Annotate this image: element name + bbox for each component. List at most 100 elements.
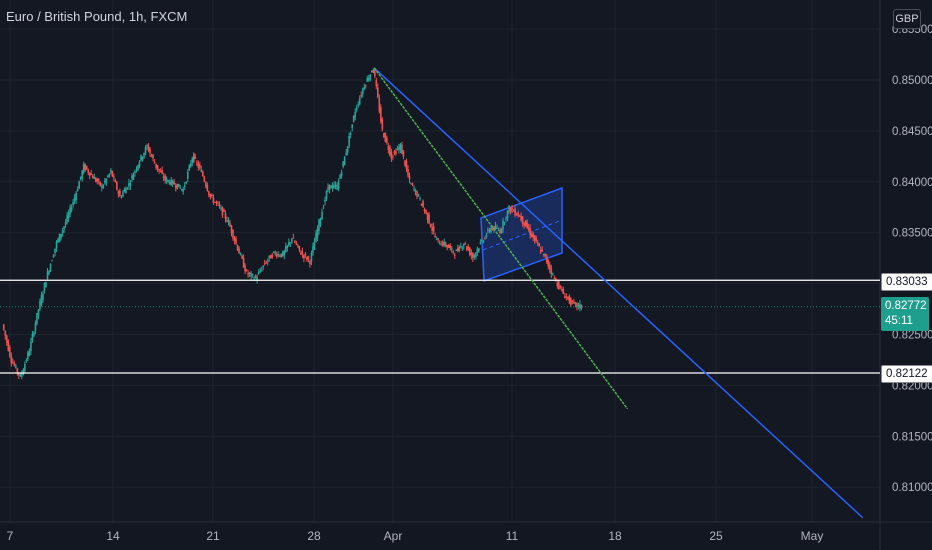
candle-body [517, 212, 519, 216]
y-tick-label: 0.84500 [892, 126, 932, 138]
candle-body [185, 181, 188, 184]
candle-body [135, 169, 138, 171]
candle-body [357, 104, 360, 106]
candle-body [19, 374, 22, 376]
candle-body [459, 246, 462, 248]
candle-body [466, 246, 468, 250]
candle-body [61, 230, 64, 234]
candle-body [538, 243, 541, 247]
candle-body [386, 137, 388, 143]
candle-body [452, 250, 455, 253]
candle-body [306, 257, 308, 261]
candle-body [242, 257, 245, 268]
y-tick-label: 0.85000 [892, 75, 932, 87]
candle-body [410, 183, 412, 185]
candle-body [96, 178, 99, 182]
candle-body [209, 193, 212, 198]
candle-body [131, 175, 133, 179]
currency-badge[interactable]: GBP [893, 9, 921, 29]
candle-body [5, 335, 8, 343]
candle-body [116, 181, 118, 190]
candle-body [422, 200, 424, 208]
candle-body [564, 296, 566, 299]
candle-body [7, 341, 10, 351]
candle-body [383, 133, 385, 138]
candle-body [55, 241, 58, 249]
candle-body [425, 209, 427, 214]
candle-body [69, 206, 71, 214]
candle-body [313, 241, 316, 250]
candle-body [472, 252, 474, 258]
candle-body [72, 201, 74, 205]
candle-body [105, 178, 108, 184]
candle-body [18, 372, 20, 376]
candle-body [358, 98, 361, 105]
candle-body [159, 171, 162, 173]
candle-body [120, 196, 123, 198]
candle-body [76, 189, 79, 192]
candle-body [411, 183, 414, 185]
candle-body [70, 208, 73, 211]
candle-body [535, 237, 537, 241]
candle-body [321, 211, 323, 220]
candle-body [455, 249, 458, 251]
candle-body [432, 226, 435, 232]
candle-body [8, 347, 11, 357]
candle-body [434, 235, 436, 238]
candle-body [361, 89, 364, 95]
candle-body [189, 163, 192, 167]
candle-body [84, 164, 87, 171]
candle-body [30, 341, 32, 352]
candle-body [168, 181, 171, 185]
candle-body [111, 170, 114, 177]
candle-body [141, 156, 144, 161]
candle-body [562, 288, 565, 294]
candle-body [449, 245, 452, 248]
candle-body [532, 234, 534, 238]
candle-body [435, 239, 438, 241]
candle-body [278, 255, 281, 257]
candle-body [303, 254, 305, 259]
candle-body [167, 180, 169, 182]
current-price: 0.82772 [885, 300, 927, 312]
candle-body [431, 227, 433, 231]
candle-body [377, 87, 379, 98]
candle-body [366, 78, 369, 82]
candle-body [337, 180, 340, 190]
price-tag-level2: 0.82122 [881, 365, 932, 383]
candle-body [108, 173, 111, 177]
candle-body [401, 144, 403, 155]
candle-body [491, 227, 494, 230]
candle-body [52, 255, 55, 258]
candle-body [193, 153, 195, 162]
y-tick-label: 0.83500 [892, 228, 932, 240]
candle-body [13, 363, 16, 366]
candle-body [345, 152, 347, 156]
candle-body [487, 229, 489, 232]
x-tick-label: 11 [506, 529, 519, 543]
candle-body [132, 174, 135, 180]
candle-body [256, 277, 258, 281]
candle-body [461, 247, 464, 249]
candle-body [230, 225, 233, 234]
candle-body [485, 234, 488, 238]
candle-body [220, 207, 222, 209]
candle-body [129, 183, 132, 186]
candle-body [119, 190, 121, 197]
candle-body [297, 244, 299, 246]
candle-body [208, 191, 210, 195]
candle-body [268, 255, 271, 259]
candle-body [202, 171, 204, 177]
candle-body [158, 169, 160, 171]
candle-body [346, 146, 349, 153]
candle-body [104, 181, 106, 183]
candle-body [482, 240, 485, 242]
candle-body [146, 145, 148, 147]
candle-body [363, 87, 366, 90]
candle-body [336, 185, 338, 190]
candle-body [289, 242, 292, 244]
candle-body [404, 160, 406, 166]
candle-body [300, 252, 302, 255]
